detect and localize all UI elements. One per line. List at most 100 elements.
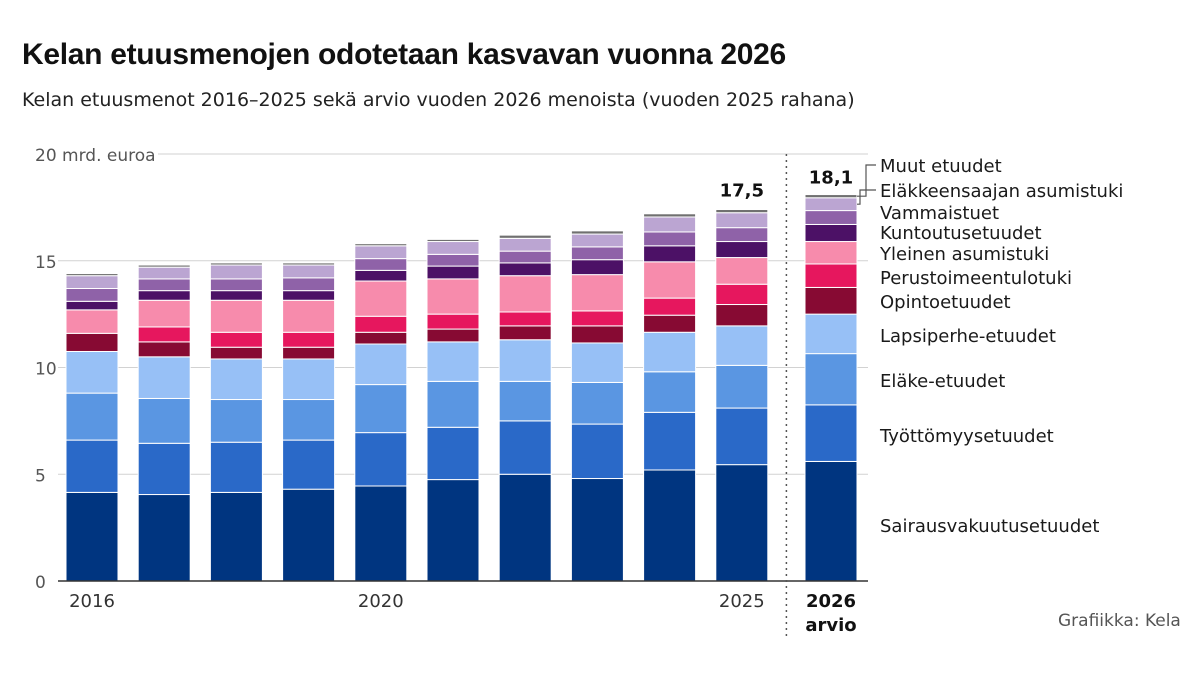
- bar-segment: [137, 299, 191, 328]
- bar-segment: [804, 460, 858, 582]
- bar-segment: [354, 485, 408, 582]
- bar-segment: [426, 380, 480, 428]
- bar-segment: [715, 283, 769, 306]
- bar-segment: [209, 264, 263, 280]
- bar-segment: [498, 234, 552, 239]
- bar-segment: [137, 397, 191, 444]
- bar-segment: [209, 441, 263, 493]
- bar-segment: [65, 350, 119, 394]
- bar-segment: [804, 223, 858, 243]
- bar-segment: [354, 315, 408, 333]
- bar-segment: [715, 325, 769, 366]
- bar-segment: [643, 469, 697, 582]
- bar-segment: [65, 491, 119, 582]
- y-tick-label: 5: [35, 466, 46, 486]
- bar-segment: [498, 339, 552, 382]
- bar-segment: [643, 297, 697, 316]
- bar-segment: [209, 290, 263, 301]
- bar-segment: [426, 265, 480, 280]
- bar-segment: [570, 246, 624, 261]
- bar-segment: [282, 277, 336, 292]
- leader-line: [857, 189, 876, 205]
- bar-segment: [498, 325, 552, 341]
- legend-label: Työttömyysetuudet: [879, 426, 1054, 447]
- legend-label: Perustoimeentulotuki: [880, 268, 1072, 289]
- bar-segment: [643, 411, 697, 471]
- total-label: 18,1: [809, 168, 853, 189]
- bar-segment: [498, 250, 552, 264]
- bar-segment: [354, 280, 408, 317]
- x-tick-label: 2020: [358, 591, 404, 612]
- bar-segment: [643, 245, 697, 263]
- bar-segment: [804, 286, 858, 315]
- bar-segment: [137, 442, 191, 496]
- bar-segment: [715, 209, 769, 214]
- bar-segment: [643, 231, 697, 247]
- bar-segment: [643, 216, 697, 233]
- bar-segment: [65, 439, 119, 493]
- bar-segment: [426, 238, 480, 243]
- bar-segment: [137, 356, 191, 399]
- bar-segment: [715, 364, 769, 409]
- bar-segment: [65, 392, 119, 441]
- bar-segment: [209, 278, 263, 292]
- bar-segment: [570, 274, 624, 312]
- bar-segment: [570, 259, 624, 276]
- bar-segment: [282, 290, 336, 301]
- bar-segment: [65, 273, 119, 277]
- bar-segment: [426, 479, 480, 582]
- y-tick-label: 20 mrd. euroa: [35, 146, 156, 166]
- bar-segment: [209, 346, 263, 360]
- bar-segment: [65, 309, 119, 334]
- bar-segment: [498, 237, 552, 252]
- bar-segment: [65, 288, 119, 302]
- bar-segment: [354, 331, 408, 345]
- legend-label: Muut etuudet: [880, 156, 1002, 177]
- bar-segment: [570, 342, 624, 383]
- bar-segment: [715, 464, 769, 582]
- bar-segment: [498, 420, 552, 475]
- bar-segment: [643, 314, 697, 333]
- legend-label: Yleinen asumistuki: [879, 244, 1049, 265]
- bar-segment: [426, 313, 480, 330]
- bar-segment: [65, 300, 119, 311]
- x-tick-label: 2016: [69, 591, 115, 612]
- y-tick-label: 10: [35, 360, 57, 380]
- bar-segment: [643, 261, 697, 299]
- bar-segment: [570, 310, 624, 327]
- bar-segment: [498, 473, 552, 582]
- legend-label: Opintoetuudet: [880, 292, 1011, 313]
- bar-segment: [570, 423, 624, 480]
- bar-segment: [426, 328, 480, 343]
- bar-segment: [426, 241, 480, 255]
- bar-segment: [209, 262, 263, 266]
- source-credit: Grafiikka: Kela: [1058, 611, 1181, 631]
- bar-segment: [209, 399, 263, 443]
- bar-segment: [354, 432, 408, 487]
- bar-segment: [426, 253, 480, 267]
- bar-segment: [715, 257, 769, 285]
- bar-segment: [282, 439, 336, 490]
- x-tick-label: 2026: [806, 591, 856, 612]
- bar-segment: [498, 262, 552, 277]
- bar-segment: [643, 331, 697, 373]
- bar-segment: [715, 304, 769, 327]
- bar-segment: [804, 313, 858, 355]
- bar-segment: [498, 380, 552, 422]
- bar-segment: [65, 275, 119, 290]
- bar-segment: [282, 346, 336, 360]
- bar-segment: [65, 332, 119, 352]
- bar-segment: [715, 407, 769, 466]
- bar-segment: [282, 488, 336, 582]
- bar-segment: [426, 426, 480, 481]
- bar-segment: [570, 381, 624, 425]
- bar-segment: [570, 478, 624, 582]
- legend-label: Sairausvakuutusetuudet: [880, 516, 1099, 537]
- y-tick-label: 0: [35, 573, 46, 593]
- bar-segment: [570, 233, 624, 248]
- bar-segment: [643, 213, 697, 218]
- bar-segment: [209, 491, 263, 582]
- bar-segment: [209, 358, 263, 401]
- bar-segment: [282, 299, 336, 333]
